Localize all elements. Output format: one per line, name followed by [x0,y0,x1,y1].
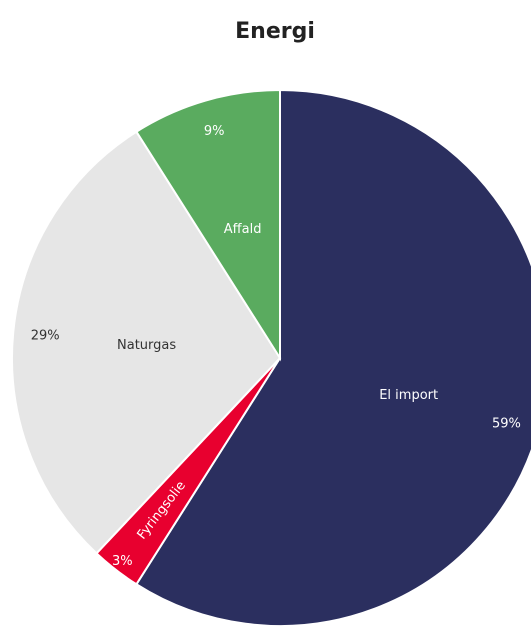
value-label: 29% [31,328,60,343]
value-label: 9% [204,124,225,139]
category-label: El import [379,388,438,403]
category-label: Affald [224,222,262,237]
pie-slice [135,88,281,362]
chart-title: Energi [235,19,315,44]
value-label: 59% [492,416,521,431]
value-label: 3% [112,554,133,569]
category-label: Naturgas [117,338,176,353]
pie-slice [11,130,282,555]
